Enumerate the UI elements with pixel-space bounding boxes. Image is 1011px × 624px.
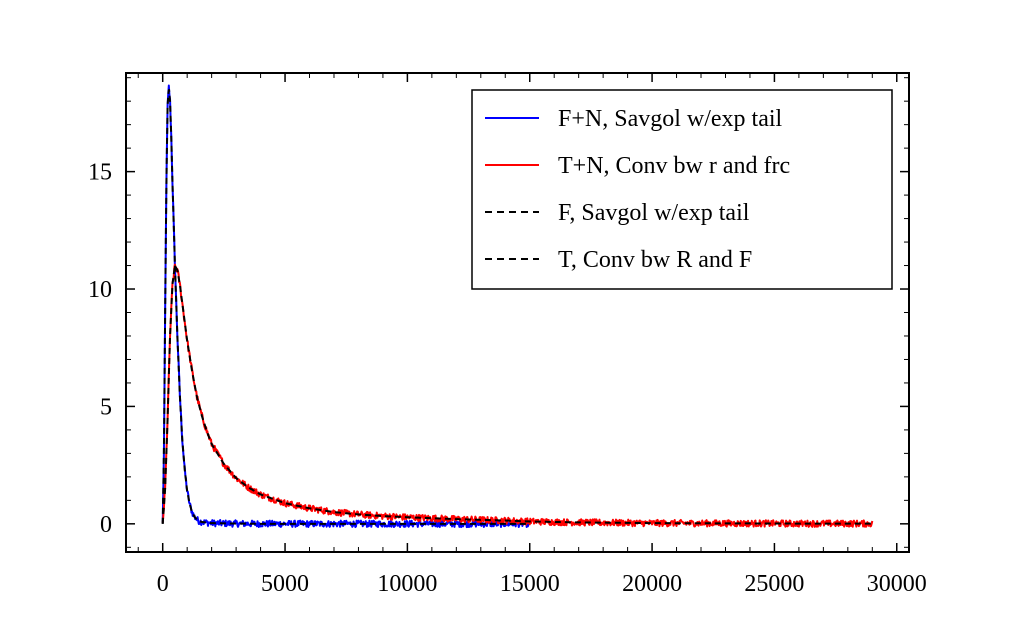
legend-label-1: T+N, Conv bw r and frc [558, 153, 790, 179]
y-tick-label: 0 [100, 512, 112, 538]
series-line-2 [161, 88, 531, 525]
legend: F+N, Savgol w/exp tail T+N, Conv bw r and… [471, 89, 893, 290]
y-tick-label: 10 [88, 277, 112, 303]
legend-label-2: F, Savgol w/exp tail [558, 200, 750, 226]
x-tick-label: 30000 [867, 571, 927, 597]
series-line-1 [161, 263, 874, 528]
x-tick-label: 15000 [500, 571, 560, 597]
y-tick-labels: 0 5 10 15 [88, 160, 112, 538]
plot-frame [125, 72, 910, 553]
x-tick-label: 0 [157, 571, 169, 597]
y-tick-label: 15 [88, 160, 112, 186]
legend-label-0: F+N, Savgol w/exp tail [558, 106, 783, 132]
series-line-3 [161, 264, 873, 525]
x-tick-label: 10000 [377, 571, 437, 597]
x-tick-label: 20000 [622, 571, 682, 597]
legend-box [471, 89, 893, 290]
series-layer [161, 84, 874, 529]
x-tick-label: 5000 [261, 571, 309, 597]
x-tick-label: 25000 [744, 571, 804, 597]
y-tick-label: 5 [100, 394, 112, 420]
legend-label-3: T, Conv bw R and F [558, 247, 752, 273]
x-tick-labels: 0 5000 10000 15000 20000 25000 30000 [157, 571, 927, 597]
